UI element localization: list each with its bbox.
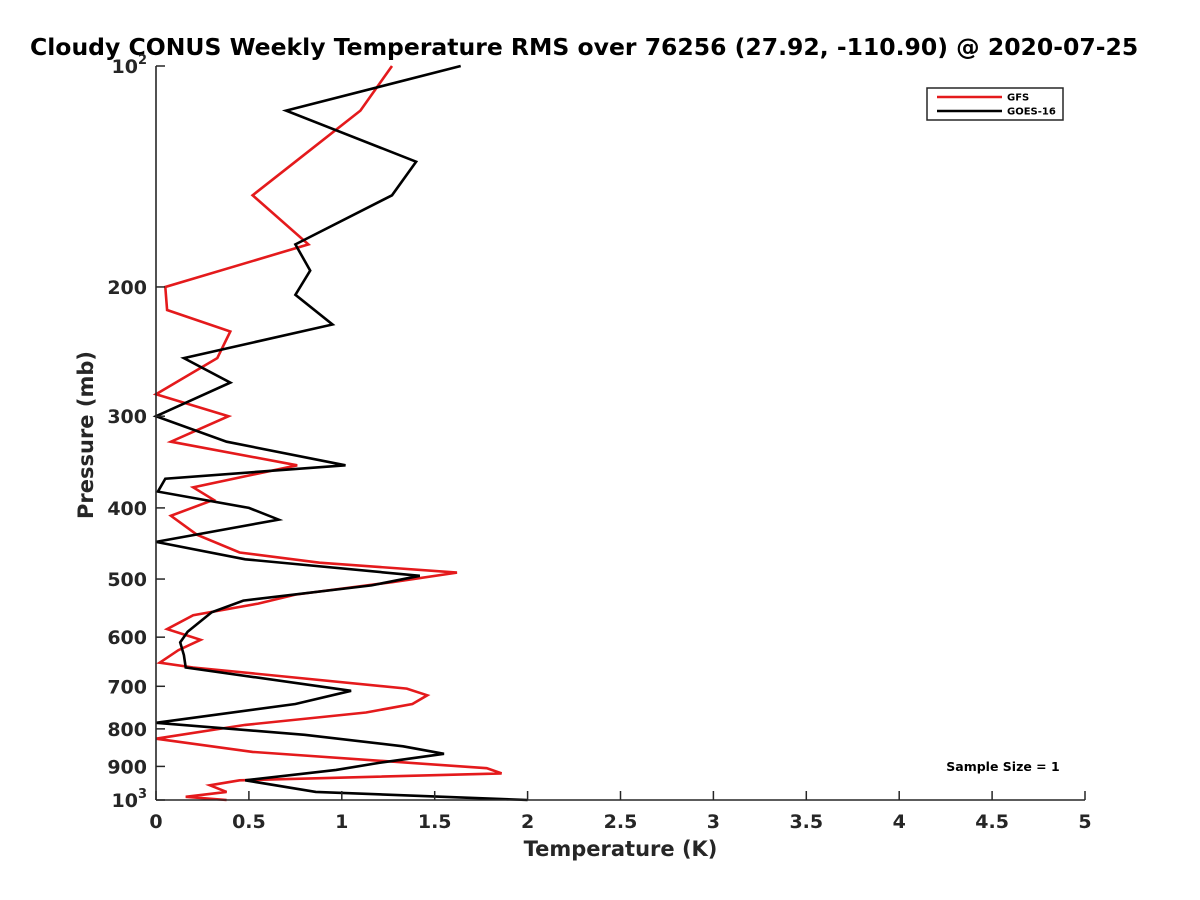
sample-size-annotation: Sample Size = 1	[946, 759, 1059, 774]
x-tick-label: 1	[335, 811, 348, 833]
plot-background	[156, 66, 1085, 800]
legend-label: GOES-16	[1007, 107, 1056, 118]
x-axis-label: Temperature (K)	[524, 837, 718, 861]
y-tick-label: 800	[107, 719, 147, 741]
y-axis-label: Pressure (mb)	[74, 351, 98, 519]
x-tick-label: 2.5	[604, 811, 638, 833]
x-tick-label: 3.5	[789, 811, 823, 833]
chart-title: Cloudy CONUS Weekly Temperature RMS over…	[30, 33, 1138, 61]
x-ticks: 0 0.5 1 1.5 2 2.5 3 3.5 4 4.5 5	[149, 791, 1092, 833]
legend-box	[926, 87, 1064, 121]
y-tick-label: 700	[107, 676, 147, 698]
y-tick-exponent: 2	[138, 53, 147, 68]
x-tick-label: 4.5	[975, 811, 1009, 833]
x-tick-label: 0.5	[232, 811, 266, 833]
y-tick-label: 400	[107, 498, 147, 520]
x-tick-label: 3	[707, 811, 720, 833]
y-tick-base: 10	[112, 790, 138, 812]
y-tick-label: 300	[107, 406, 147, 428]
y-tick-label: 102	[112, 53, 148, 78]
legend: GFS GOES-16	[926, 87, 1064, 121]
y-tick-base: 10	[112, 56, 138, 78]
x-tick-label: 5	[1078, 811, 1091, 833]
x-tick-label: 0	[149, 811, 162, 833]
legend-label: GFS	[1007, 93, 1029, 104]
x-tick-label: 2	[521, 811, 534, 833]
y-tick-exponent: 3	[138, 787, 147, 802]
y-tick-label: 200	[107, 277, 147, 299]
y-tick-label: 103	[112, 787, 148, 812]
y-tick-label: 600	[107, 627, 147, 649]
y-tick-label: 900	[107, 756, 147, 778]
x-tick-label: 1.5	[418, 811, 452, 833]
x-tick-label: 4	[893, 811, 906, 833]
series-line-goes-16	[152, 64, 528, 802]
y-tick-label: 500	[107, 569, 147, 591]
plot-area: 0 0.5 1 1.5 2 2.5 3 3.5 4 4.5 5 102200300400500600…	[107, 53, 1091, 833]
series-layer	[152, 64, 528, 802]
